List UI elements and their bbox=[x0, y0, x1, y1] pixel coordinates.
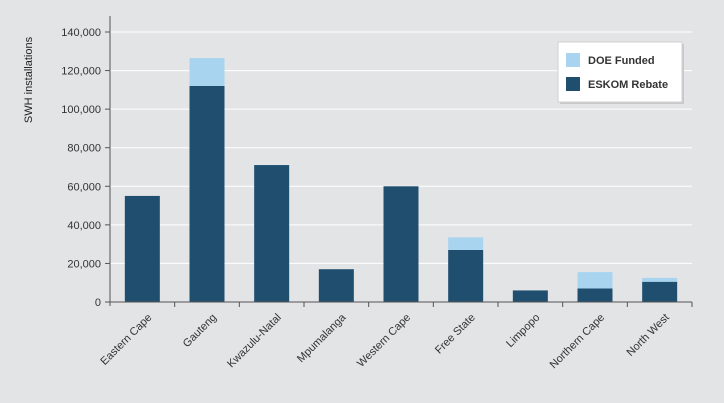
bar-eskom-rebate bbox=[124, 195, 160, 302]
legend: DOE Funded ESKOM Rebate bbox=[557, 41, 684, 104]
bar-eskom-rebate bbox=[642, 281, 678, 302]
y-tick-label: 140,000 bbox=[61, 27, 101, 39]
y-tick-label: 20,000 bbox=[67, 258, 101, 270]
y-tick-label: 0 bbox=[95, 297, 101, 309]
bar-doe-funded bbox=[189, 58, 225, 86]
bar-eskom-rebate bbox=[448, 249, 484, 302]
legend-swatch bbox=[566, 77, 580, 91]
bar-eskom-rebate bbox=[512, 290, 548, 302]
bar-eskom-rebate bbox=[318, 269, 354, 302]
legend-label: ESKOM Rebate bbox=[588, 79, 668, 91]
legend-swatch bbox=[566, 53, 580, 67]
y-tick-label: 100,000 bbox=[61, 104, 101, 116]
bar-doe-funded bbox=[642, 277, 678, 282]
bars bbox=[124, 58, 678, 302]
y-tick-label: 40,000 bbox=[67, 220, 101, 232]
bar-eskom-rebate bbox=[383, 186, 419, 302]
legend-box bbox=[557, 41, 683, 103]
y-tick-label: 60,000 bbox=[67, 181, 101, 193]
y-axis-ticks: 0 20,000 40,000 60,000 80,000 100,000 120,000 1… bbox=[61, 27, 110, 309]
bar-eskom-rebate bbox=[189, 86, 225, 302]
legend-label: DOE Funded bbox=[588, 55, 655, 67]
y-axis-label: SWH installations bbox=[23, 36, 35, 123]
bar-eskom-rebate bbox=[577, 288, 613, 302]
y-tick-label: 80,000 bbox=[67, 143, 101, 155]
y-tick-label: 120,000 bbox=[61, 66, 101, 78]
bar-doe-funded bbox=[577, 272, 613, 289]
bar-eskom-rebate bbox=[254, 165, 290, 302]
bar-doe-funded bbox=[448, 237, 484, 250]
axes bbox=[105, 16, 692, 306]
